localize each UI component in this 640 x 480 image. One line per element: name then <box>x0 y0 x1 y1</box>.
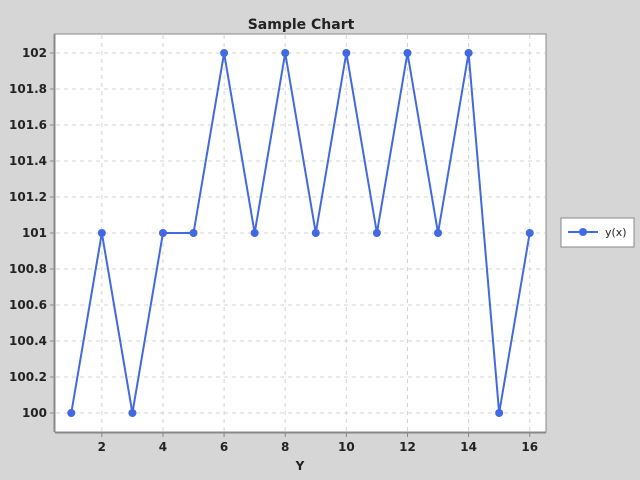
x-tick-label: 8 <box>281 440 289 454</box>
x-axis-label: Y <box>295 459 305 473</box>
x-tick-label: 16 <box>521 440 538 454</box>
x-tick-label: 12 <box>399 440 416 454</box>
data-point <box>128 409 137 417</box>
axes: 100 100.2 100.4 100.6 100.8 101 101.2 101.4 101.… <box>9 34 546 454</box>
y-tick-label: 100.6 <box>9 298 47 312</box>
y-tick-label: 101 <box>22 226 47 240</box>
data-point <box>281 49 290 57</box>
y-tick-label: 100.4 <box>9 334 47 348</box>
legend: y(x) <box>560 217 635 248</box>
data-point <box>403 49 412 57</box>
data-point <box>495 409 504 417</box>
y-tick-label: 100 <box>22 406 47 420</box>
data-point <box>525 229 534 237</box>
x-tick-label: 14 <box>460 440 477 454</box>
data-point <box>342 49 351 57</box>
y-tick-label: 101.4 <box>9 154 47 168</box>
series-layer <box>67 49 534 417</box>
data-point <box>67 409 76 417</box>
data-point <box>220 49 229 57</box>
y-tick-label: 100.2 <box>9 370 47 384</box>
x-tick-label: 4 <box>159 440 167 454</box>
legend-entry-label: y(x) <box>605 226 627 239</box>
y-tick-label: 102 <box>22 46 47 60</box>
series-line <box>70 52 531 414</box>
data-point <box>434 229 443 237</box>
y-tick-label: 101.8 <box>9 82 47 96</box>
chart-title: Sample Chart <box>248 17 355 33</box>
y-tick-label: 101.2 <box>9 190 47 204</box>
data-point <box>464 49 473 57</box>
legend-swatch-marker <box>579 228 587 236</box>
data-point <box>97 229 106 237</box>
x-tick-label: 6 <box>220 440 228 454</box>
x-tick-label: 2 <box>98 440 106 454</box>
data-point <box>311 229 320 237</box>
y-tick-label: 100.8 <box>9 262 47 276</box>
data-point <box>250 229 259 237</box>
y-tick-label: 101.6 <box>9 118 47 132</box>
x-tick-label: 10 <box>338 440 355 454</box>
data-point <box>158 229 167 237</box>
data-point <box>189 229 198 237</box>
data-point <box>372 229 381 237</box>
grid <box>56 35 545 431</box>
